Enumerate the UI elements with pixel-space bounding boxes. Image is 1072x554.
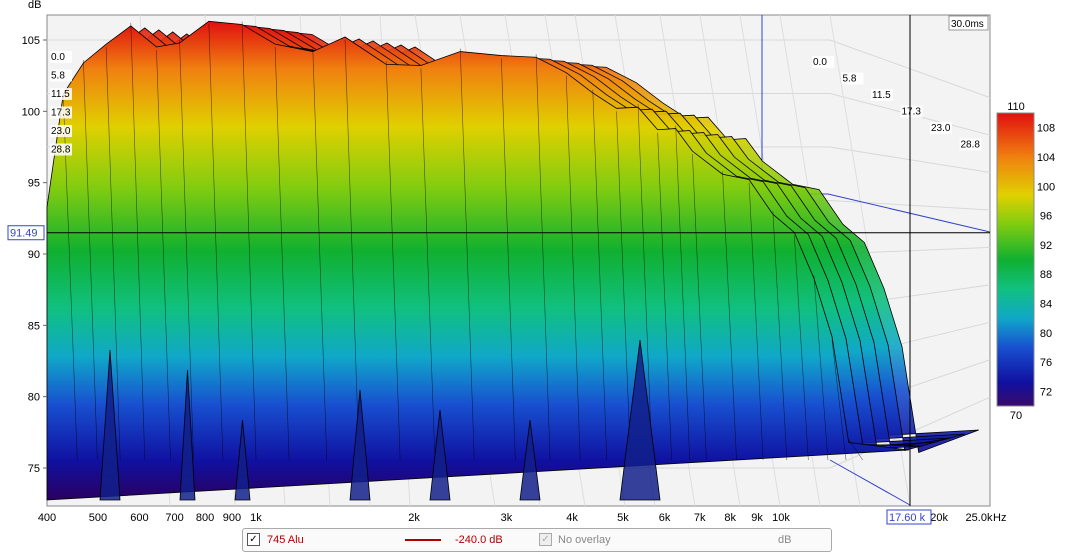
colorbar-tick-label: 72 (1040, 386, 1052, 398)
x-tick-label: 6k (659, 512, 671, 524)
colorbar-tick-label: 108 (1037, 123, 1055, 135)
time-label-left: 5.8 (51, 71, 65, 82)
time-label-bg (930, 122, 952, 134)
time-span-box (948, 15, 989, 31)
colorbar-tick-label: 110 (1007, 101, 1025, 113)
time-label-right: 0.0 (813, 57, 827, 68)
colorbar-ramp (996, 112, 1035, 407)
cursor-y-box (7, 225, 45, 241)
colorbar-tick-label: 84 (1040, 298, 1052, 310)
time-label-bg (900, 105, 923, 118)
overlay-unit: dB (778, 534, 792, 546)
colorbar-tick-label: 88 (1040, 269, 1052, 281)
series-line-swatch (405, 539, 441, 541)
time-label-right: 28.8 (961, 140, 981, 151)
time-span-label: 30.0ms (951, 19, 984, 30)
y-tick-label: 80 (28, 392, 40, 404)
y-tick-label: 100 (22, 106, 40, 118)
time-label-bg (50, 69, 72, 82)
time-label-bg (50, 143, 72, 156)
colorbar-tick-label: 104 (1037, 152, 1055, 164)
colorbar-tick-label: 92 (1040, 240, 1052, 252)
colorbar: 110 108 104 100 96 92 88 84 80 76 72 70 (996, 101, 1055, 422)
overlay-label: No overlay (558, 534, 611, 546)
x-tick-label: 500 (89, 512, 107, 524)
time-label-bg (50, 125, 72, 137)
time-label-bg (812, 56, 834, 68)
time-label-right: 17.3 (902, 107, 922, 118)
x-tick-label: 600 (130, 512, 148, 524)
x-tick-label: 2k (408, 512, 420, 524)
x-tick-label: 9k (751, 512, 763, 524)
x-tick-label: 1k (250, 512, 262, 524)
cursor-x-box (886, 509, 932, 525)
colorbar-tick-label: 70 (1010, 410, 1022, 422)
time-slice-labels: 0.0 0.0 5.8 5.8 11.5 11.5 17.3 17.3 23.0 23.0 28.8… (50, 51, 982, 156)
time-label-right: 23.0 (931, 123, 951, 134)
time-label-bg (50, 51, 72, 63)
cursor[interactable]: 91.49 17.60 k (7, 15, 990, 525)
x-tick-label: 25.0k (966, 512, 993, 524)
x-tick-label: 7k (694, 512, 706, 524)
x-tick-label: 4k (566, 512, 578, 524)
time-label-bg (871, 89, 893, 101)
legend-bar: ✓ 745 Alu -240.0 dB ✓ No overlay dB (242, 528, 832, 552)
x-tick-label: 20k (930, 512, 948, 524)
series-checkbox[interactable]: ✓ (247, 533, 260, 546)
colorbar-tick-label: 76 (1040, 357, 1052, 369)
x-axis-ticks: 400 500 600 700 800 900 1k 2k 3k 4k 5k 6k 7k 8k 9k 10k 2… (38, 512, 993, 524)
x-tick-label: 10k (772, 512, 790, 524)
time-label-bg (50, 106, 72, 119)
time-label-left: 0.0 (51, 52, 65, 63)
x-tick-label: 8k (724, 512, 736, 524)
cursor-x-label: 17.60 k (889, 512, 926, 524)
x-tick-label: 900 (223, 512, 241, 524)
y-tick-label: 75 (28, 463, 40, 475)
time-label-bg (50, 88, 72, 100)
colorbar-tick-label: 80 (1040, 328, 1052, 340)
colorbar-tick-label: 96 (1040, 211, 1052, 223)
x-tick-label: 400 (38, 512, 56, 524)
y-axis-label: dB (28, 0, 41, 11)
time-label-left: 28.8 (51, 145, 71, 156)
y-tick-label: 85 (28, 320, 40, 332)
x-tick-label: 5k (617, 512, 629, 524)
overlay-checkbox[interactable]: ✓ (539, 533, 552, 546)
series-offset: -240.0 dB (455, 534, 503, 546)
time-label-left: 17.3 (51, 108, 71, 119)
x-tick-label: 3k (501, 512, 513, 524)
waterfall-plot: 105 100 95 90 85 80 75 400 500 600 700 800 900 1k 2k 3… (7, 0, 1055, 525)
waterfall-surface (46, 20, 979, 501)
series-name: 745 Alu (267, 534, 304, 546)
x-tick-label: 800 (196, 512, 214, 524)
y-tick-label: 95 (28, 178, 40, 190)
cursor-y-label: 91.49 (10, 228, 38, 240)
time-label-left: 23.0 (51, 126, 71, 137)
time-label-bg (841, 72, 864, 85)
x-axis-unit: Hz (993, 512, 1006, 524)
x-tick-label: 700 (165, 512, 183, 524)
time-label-right: 11.5 (872, 90, 891, 101)
time-label-bg (959, 138, 982, 151)
time-label-left: 11.5 (51, 89, 70, 100)
colorbar-tick-label: 100 (1037, 181, 1055, 193)
y-axis-ticks: 105 100 95 90 85 80 75 (22, 35, 47, 475)
y-tick-label: 90 (28, 249, 40, 261)
time-label-right: 5.8 (843, 74, 857, 85)
y-tick-label: 105 (22, 35, 40, 47)
